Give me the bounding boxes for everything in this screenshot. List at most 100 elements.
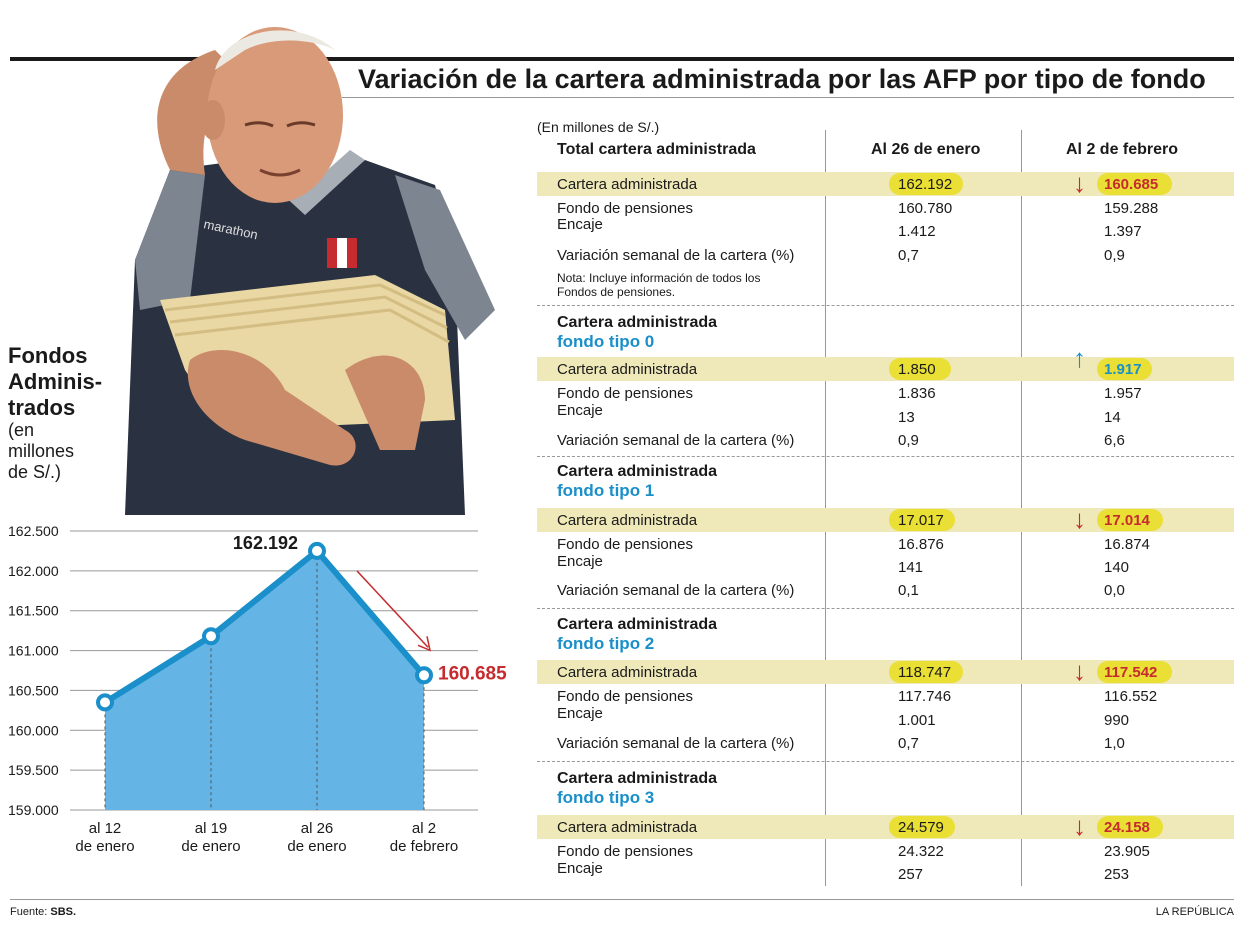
side-title-line: trados <box>8 395 76 420</box>
down-arrow-icon: ↓ <box>1073 811 1086 841</box>
units-label: (En millones de S/.) <box>537 119 660 135</box>
row-label: Encaje <box>557 553 603 570</box>
value-col1: 118.747 <box>898 664 952 681</box>
header-col2: Al 2 de febrero <box>1066 141 1179 158</box>
area-chart: 162.500 162.000 161.500 161.000 160.500 160.0… <box>8 523 507 855</box>
row-label: Cartera administrada <box>557 176 698 193</box>
side-title-line: Fondos <box>8 343 88 368</box>
x-tick-label: al 12 <box>89 820 122 837</box>
man-reading-illustration: marathon <box>125 27 495 515</box>
value-col1: 0,1 <box>898 582 919 599</box>
x-tick-label: al 2 <box>412 820 436 837</box>
head <box>207 27 343 203</box>
section-title: Cartera administrada <box>557 770 718 787</box>
x-tick-label: al 26 <box>301 820 334 837</box>
side-subtitle-line: de S/.) <box>8 462 62 482</box>
row-label: Fondo de pensiones <box>557 688 693 705</box>
value-highlight <box>889 661 963 683</box>
row-label: Variación semanal de la cartera (%) <box>557 432 795 449</box>
value-col1: 1.850 <box>898 361 936 378</box>
x-tick-label: de enero <box>181 838 240 855</box>
row-label: Fondo de pensiones <box>557 536 693 553</box>
row-label: Fondo de pensiones <box>557 200 693 217</box>
header-col1: Al 26 de enero <box>871 141 981 158</box>
hair <box>215 30 335 70</box>
section-title: Cartera administrada <box>557 314 718 331</box>
table-note: Nota: Incluye información de todos los F… <box>557 271 761 299</box>
row-label: Encaje <box>557 860 603 877</box>
value-col1: 1.836 <box>898 385 936 402</box>
y-tick-label: 161.000 <box>8 643 59 659</box>
value-col1: 0,7 <box>898 735 919 752</box>
data-point <box>202 627 220 646</box>
x-tick-label: de enero <box>75 838 134 855</box>
side-subtitle-line: millones <box>8 441 75 461</box>
value-col1: 117.746 <box>898 688 952 705</box>
value-col2: 24.158 <box>1104 819 1150 836</box>
value-col2: 23.905 <box>1104 843 1150 860</box>
value-col1: 24.322 <box>898 843 944 860</box>
value-highlight <box>889 358 951 380</box>
section-divider <box>537 456 1234 457</box>
y-tick-label: 162.000 <box>8 563 59 579</box>
row-label: Cartera administrada <box>557 664 698 681</box>
value-highlight <box>1097 816 1163 838</box>
down-arrow-icon: ↓ <box>1073 656 1086 686</box>
row-label: Fondo de pensiones <box>557 843 693 860</box>
value-col2: 1.917 <box>1104 361 1142 378</box>
section-fund-type: fondo tipo 2 <box>557 634 655 653</box>
row-label: Variación semanal de la cartera (%) <box>557 735 795 752</box>
value-col2: 1,0 <box>1104 735 1125 752</box>
y-tick-label: 160.500 <box>8 682 59 698</box>
decrease-arrow-shaft <box>356 570 429 648</box>
value-col1: 1.001 <box>898 712 936 729</box>
y-tick-label: 160.000 <box>8 722 59 738</box>
value-col2: 1.397 <box>1104 223 1142 240</box>
data-point <box>96 693 114 712</box>
last-value-label: 160.685 <box>438 663 507 684</box>
value-col2: 253 <box>1104 866 1130 883</box>
value-col2: 1.957 <box>1104 385 1142 402</box>
y-tick-label: 162.500 <box>8 523 59 539</box>
y-tick-label: 159.500 <box>8 762 59 778</box>
row-label: Variación semanal de la cartera (%) <box>557 247 795 264</box>
peak-value-label: 162.192 <box>233 533 298 553</box>
side-subtitle: (en millones de S/.) <box>8 420 74 483</box>
row-label: Encaje <box>557 705 603 722</box>
source-line: Fuente: SBS. <box>10 906 76 918</box>
value-col1: 17.017 <box>898 512 944 529</box>
down-arrow-icon: ↓ <box>1073 504 1086 534</box>
data-point <box>415 666 433 685</box>
section-divider <box>537 608 1234 609</box>
side-subtitle-line: (en <box>8 420 35 440</box>
value-col2: 14 <box>1104 409 1121 426</box>
value-col1: 24.579 <box>898 819 944 836</box>
data-point <box>308 541 326 560</box>
value-col1: 1.412 <box>898 223 936 240</box>
section-fund-type: fondo tipo 0 <box>557 332 655 351</box>
value-highlight <box>1097 173 1172 195</box>
value-col2: 6,6 <box>1104 432 1125 449</box>
value-highlight <box>1097 509 1163 531</box>
side-title: Fondos Adminis- trados <box>8 343 102 421</box>
value-col1: 13 <box>898 409 915 426</box>
value-highlight <box>889 816 955 838</box>
source-name: SBS. <box>50 906 77 918</box>
value-col1: 141 <box>898 559 924 576</box>
shirt-left-sleeve <box>135 170 205 310</box>
value-col1: 16.876 <box>898 536 944 553</box>
shirt-right-sleeve <box>395 175 495 340</box>
section-divider <box>537 305 1234 306</box>
row-label: Fondo de pensiones <box>557 385 693 402</box>
row-label: Cartera administrada <box>557 819 698 836</box>
up-arrow-icon: ↑ <box>1073 343 1086 373</box>
value-col2: 140 <box>1104 559 1130 576</box>
source-label: Fuente: <box>10 906 48 918</box>
value-col1: 0,7 <box>898 247 919 264</box>
side-title-line: Adminis- <box>8 369 103 394</box>
value-col2: 990 <box>1104 712 1130 729</box>
y-tick-label: 159.000 <box>8 802 59 818</box>
x-tick-label: al 19 <box>195 820 228 837</box>
x-tick-label: de febrero <box>390 838 458 855</box>
value-col2: 16.874 <box>1104 536 1150 553</box>
